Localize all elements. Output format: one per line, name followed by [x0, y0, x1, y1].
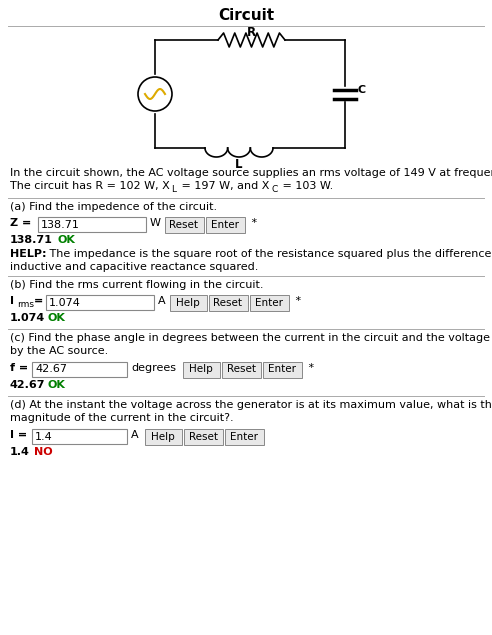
Bar — [38, 217, 146, 232]
Text: degrees: degrees — [131, 363, 176, 373]
Text: Enter: Enter — [230, 432, 258, 441]
Text: = 103 W.: = 103 W. — [279, 181, 333, 191]
Text: f =: f = — [10, 363, 28, 373]
Text: In the circuit shown, the AC voltage source supplies an rms voltage of 149 V at : In the circuit shown, the AC voltage sou… — [10, 168, 492, 178]
Text: by the AC source.: by the AC source. — [10, 346, 108, 356]
Text: 42.67: 42.67 — [35, 364, 67, 375]
Text: (b) Find the rms current flowing in the circuit.: (b) Find the rms current flowing in the … — [10, 280, 264, 290]
Text: Enter: Enter — [268, 364, 296, 375]
Text: OK: OK — [57, 235, 75, 245]
Text: Help: Help — [176, 298, 200, 307]
Text: A: A — [131, 430, 139, 440]
Text: Help: Help — [151, 432, 175, 441]
FancyBboxPatch shape — [164, 217, 204, 232]
FancyBboxPatch shape — [263, 361, 302, 377]
Text: rms: rms — [17, 300, 34, 309]
FancyBboxPatch shape — [209, 295, 247, 311]
Bar — [32, 429, 127, 444]
Text: *: * — [292, 296, 301, 306]
Text: magnitude of the current in the circuit?.: magnitude of the current in the circuit?… — [10, 413, 234, 423]
Text: Reset: Reset — [214, 298, 243, 307]
Text: *: * — [248, 218, 257, 228]
Circle shape — [138, 77, 172, 111]
Text: 1.4: 1.4 — [10, 447, 30, 457]
Text: L: L — [235, 158, 243, 171]
Text: 1.074: 1.074 — [49, 298, 81, 307]
Text: Enter: Enter — [211, 220, 239, 229]
FancyBboxPatch shape — [184, 429, 222, 444]
Text: Reset: Reset — [188, 432, 217, 441]
Text: = 197 W, and X: = 197 W, and X — [178, 181, 270, 191]
Text: 1.4: 1.4 — [35, 432, 53, 441]
FancyBboxPatch shape — [224, 429, 264, 444]
FancyBboxPatch shape — [249, 295, 288, 311]
Text: C: C — [272, 185, 278, 194]
Text: Circuit: Circuit — [218, 8, 274, 23]
Text: (a) Find the impedence of the circuit.: (a) Find the impedence of the circuit. — [10, 202, 217, 212]
Text: Help: Help — [189, 364, 213, 375]
Text: HELP:: HELP: — [10, 249, 47, 259]
Text: The impedance is the square root of the resistance squared plus the difference o: The impedance is the square root of the … — [46, 249, 492, 259]
FancyBboxPatch shape — [206, 217, 245, 232]
Text: Enter: Enter — [255, 298, 283, 307]
Text: W: W — [150, 218, 161, 228]
Text: 42.67: 42.67 — [10, 380, 45, 390]
Text: 1.074: 1.074 — [10, 313, 45, 323]
Text: OK: OK — [48, 313, 66, 323]
FancyBboxPatch shape — [183, 361, 219, 377]
Text: inductive and capacitive reactance squared.: inductive and capacitive reactance squar… — [10, 262, 258, 272]
FancyBboxPatch shape — [170, 295, 207, 311]
Bar — [32, 362, 127, 377]
FancyBboxPatch shape — [221, 361, 260, 377]
Text: 138.71: 138.71 — [10, 235, 53, 245]
Text: NO: NO — [34, 447, 53, 457]
Text: OK: OK — [48, 380, 66, 390]
Text: *: * — [305, 363, 314, 373]
Text: (c) Find the phase angle in degrees between the current in the circuit and the v: (c) Find the phase angle in degrees betw… — [10, 333, 492, 343]
Text: Z =: Z = — [10, 218, 31, 228]
Text: L: L — [171, 185, 176, 194]
Text: The circuit has R = 102 W, X: The circuit has R = 102 W, X — [10, 181, 170, 191]
Text: C: C — [358, 85, 366, 95]
FancyBboxPatch shape — [145, 429, 182, 444]
Text: Reset: Reset — [170, 220, 198, 229]
Text: (d) At the instant the voltage across the generator is at its maximum value, wha: (d) At the instant the voltage across th… — [10, 400, 492, 410]
Bar — [46, 295, 154, 310]
Text: R: R — [247, 26, 256, 39]
Text: Reset: Reset — [226, 364, 255, 375]
Text: I: I — [10, 296, 14, 306]
Text: A: A — [158, 296, 166, 306]
Text: I =: I = — [10, 430, 27, 440]
Text: 138.71: 138.71 — [41, 220, 80, 229]
Text: =: = — [34, 296, 43, 306]
